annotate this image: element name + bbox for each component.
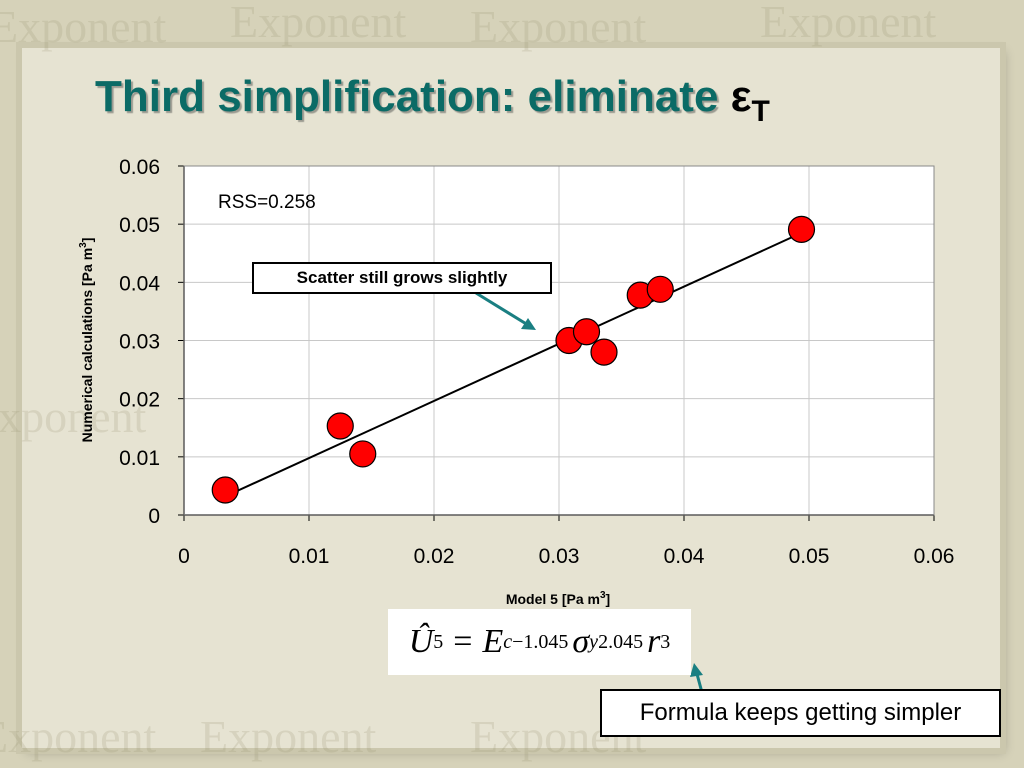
slide-title: Third simplification: eliminate εT bbox=[95, 72, 770, 129]
formula-term3-exp: 3 bbox=[660, 630, 671, 653]
epsilon-symbol: ε bbox=[730, 72, 752, 121]
formula-note: Formula keeps getting simpler bbox=[600, 689, 1001, 737]
data-point bbox=[572, 318, 601, 346]
x-tick-label: 0.04 bbox=[664, 545, 705, 568]
formula-term2: σ bbox=[572, 623, 590, 660]
formula-lhs: Û bbox=[408, 623, 434, 660]
fit-line bbox=[224, 231, 802, 498]
plot-border bbox=[183, 165, 935, 516]
y-tick-label: 0.02 bbox=[119, 389, 160, 412]
y-tick-label: 0.05 bbox=[119, 214, 160, 237]
y-axis-label: Numerical calculations [Pa m3] bbox=[78, 238, 95, 443]
data-point bbox=[349, 440, 377, 468]
x-tick-label: 0.06 bbox=[914, 545, 955, 568]
axes bbox=[178, 165, 935, 521]
title-text: Third simplification: eliminate bbox=[95, 72, 719, 121]
formula-term1-exp: −1.045 bbox=[512, 630, 569, 653]
callout-arrow-head bbox=[521, 318, 536, 330]
formula-term3: r bbox=[647, 623, 661, 660]
data-point bbox=[787, 215, 816, 244]
data-points bbox=[211, 215, 816, 504]
x-tick-label: 0.03 bbox=[539, 545, 580, 568]
formula-lhs-sub: 5 bbox=[433, 630, 444, 653]
data-point bbox=[326, 412, 354, 440]
scatter-callout: Scatter still grows slightly bbox=[252, 262, 552, 294]
note-arrow-head bbox=[690, 663, 703, 677]
y-tick-label: 0.01 bbox=[119, 447, 160, 470]
tick-labels: 0 0.01 0.02 0.03 0.04 0.05 0.06 0 0.01 0.02 0.03 0.… bbox=[119, 156, 954, 568]
data-point bbox=[590, 338, 618, 366]
y-tick-label: 0.04 bbox=[119, 272, 160, 295]
x-tick-label: 0 bbox=[178, 545, 190, 568]
x-tick-label: 0.05 bbox=[789, 545, 830, 568]
x-tick-label: 0.01 bbox=[289, 545, 330, 568]
formula-term1-sub: c bbox=[503, 630, 513, 653]
formula-equals: = bbox=[453, 623, 473, 660]
title-subscript: T bbox=[751, 95, 770, 128]
data-point bbox=[646, 275, 674, 303]
formula-term1: E bbox=[482, 623, 504, 660]
y-tick-label: 0.03 bbox=[119, 331, 160, 354]
y-tick-label: 0.06 bbox=[119, 156, 160, 179]
data-point bbox=[211, 476, 239, 504]
x-axis-label: Model 5 [Pa m3] bbox=[506, 590, 610, 607]
callout-arrow bbox=[475, 291, 529, 327]
fit-line-group bbox=[224, 231, 802, 498]
formula-term2-exp: 2.045 bbox=[598, 630, 644, 653]
x-tick-label: 0.02 bbox=[414, 545, 455, 568]
rss-annotation: RSS=0.258 bbox=[218, 192, 316, 213]
y-tick-label: 0 bbox=[148, 505, 160, 528]
formula-term2-sub: y bbox=[589, 630, 599, 653]
